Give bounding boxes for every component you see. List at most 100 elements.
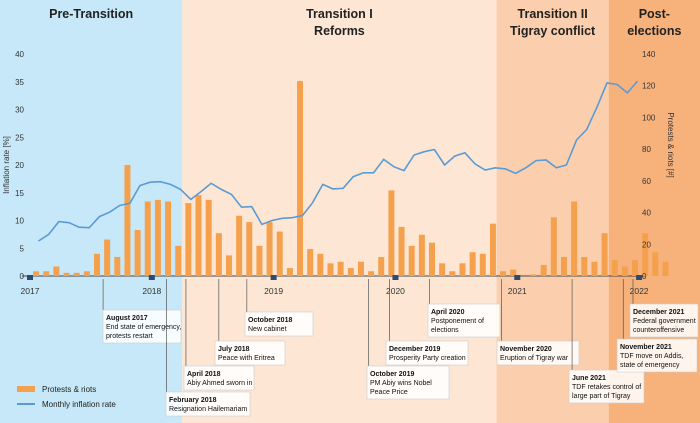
- event-text: Postponement of: [431, 318, 484, 325]
- phase-title: Tigray conflict: [510, 24, 596, 38]
- left-tick-label: 15: [15, 189, 24, 198]
- protest-bar: [388, 190, 395, 276]
- event-text: Peace Price: [370, 389, 408, 396]
- event-text: February 2018: [169, 397, 217, 404]
- event-text: large part of Tigray: [572, 393, 631, 400]
- protest-bar: [225, 255, 232, 276]
- protest-bar: [297, 80, 304, 276]
- protest-bar: [114, 256, 121, 276]
- event-box: [568, 369, 645, 404]
- x-tick-marker: [148, 275, 155, 280]
- protest-bar: [418, 234, 425, 276]
- left-tick-label: 0: [20, 272, 25, 281]
- protest-bar: [652, 252, 659, 276]
- protest-bar: [286, 268, 293, 276]
- x-tick-label: 2022: [630, 286, 649, 296]
- right-tick-label: 40: [642, 209, 651, 218]
- event-text: October 2019: [370, 371, 414, 378]
- event-box: [165, 391, 251, 417]
- event-text: state of emergency: [620, 362, 680, 369]
- x-tick-label: 2017: [21, 286, 40, 296]
- x-tick-marker: [514, 275, 521, 280]
- protest-bar: [632, 260, 639, 276]
- protest-bar: [175, 245, 182, 276]
- protest-bar: [124, 165, 131, 276]
- axes: 0 5 10 15 20 25 30 35 40 0 20 40 60 80 100 120 140 Inflat…: [2, 50, 675, 296]
- x-tick-label: 2021: [508, 286, 527, 296]
- protest-bar: [73, 272, 80, 276]
- event-text: November 2021: [620, 344, 672, 351]
- phase-title: elections: [627, 24, 681, 38]
- event-text: TDF retakes control of: [572, 384, 641, 391]
- protest-bar: [398, 226, 405, 276]
- protest-bar: [205, 199, 212, 276]
- right-tick-label: 120: [642, 82, 656, 91]
- protest-bar: [104, 239, 111, 276]
- protest-bar: [33, 271, 40, 276]
- right-tick-label: 100: [642, 113, 656, 122]
- protest-bar: [195, 195, 202, 276]
- phase-title: Reforms: [314, 24, 365, 38]
- x-tick-marker: [636, 275, 643, 280]
- event-text: August 2017: [106, 315, 148, 322]
- phase-title: Transition I: [306, 7, 373, 21]
- event-text: TDF move on Addis,: [620, 353, 683, 360]
- protest-bar: [63, 272, 70, 276]
- event-text: Eruption of Tigray war: [500, 355, 569, 362]
- protest-bar: [611, 260, 618, 276]
- protest-bar: [144, 201, 151, 276]
- protest-bar: [327, 263, 334, 276]
- event-text: April 2020: [431, 309, 465, 316]
- protest-bar: [581, 256, 588, 276]
- legend-label: Protests & riots: [42, 385, 96, 394]
- protest-bar: [540, 264, 547, 276]
- left-tick-label: 25: [15, 133, 24, 142]
- right-tick-label: 140: [642, 50, 656, 59]
- protest-bar: [337, 261, 344, 276]
- event-text: protests restart: [106, 333, 153, 340]
- event-box: [244, 311, 314, 337]
- protest-bar: [591, 261, 598, 276]
- protest-bar: [357, 261, 364, 276]
- right-tick-label: 60: [642, 177, 651, 186]
- inflation-line: [38, 80, 639, 242]
- right-axis-label: Protests & riots [#]: [666, 112, 675, 177]
- right-tick-label: 80: [642, 145, 651, 154]
- event-text: PM Abiy wins Nobel: [370, 380, 432, 387]
- protest-bar: [185, 203, 192, 276]
- event-box: [427, 303, 501, 338]
- protest-bar: [550, 217, 557, 276]
- event-box: [496, 340, 580, 366]
- protest-bar: [621, 266, 628, 276]
- protest-bar: [317, 253, 324, 276]
- event-text: October 2018: [248, 317, 292, 324]
- x-tick-label: 2020: [386, 286, 405, 296]
- phase-title: Transition II: [518, 7, 588, 21]
- legend-swatch-bar: [17, 386, 35, 392]
- protest-bars: [33, 80, 669, 276]
- left-tick-label: 10: [15, 217, 24, 226]
- event-box: [214, 340, 286, 366]
- protest-bar: [429, 242, 435, 276]
- protest-bar: [439, 263, 446, 276]
- event-box: [102, 309, 182, 344]
- left-axis-label: Inflation rate [%]: [2, 136, 11, 194]
- protest-bar: [215, 233, 222, 276]
- phase-band-0: [0, 0, 183, 423]
- event-text: November 2020: [500, 346, 552, 353]
- protest-bar: [449, 271, 456, 276]
- protest-bar: [266, 222, 273, 276]
- left-tick-label: 30: [15, 106, 24, 115]
- event-box: [629, 303, 699, 338]
- x-tick-marker: [392, 275, 399, 280]
- event-text: elections: [431, 327, 459, 334]
- protest-bar: [662, 261, 669, 276]
- protest-bar: [83, 271, 90, 276]
- event-text: End state of emergency,: [106, 324, 181, 331]
- event-box: [183, 365, 255, 391]
- protest-bar: [378, 256, 385, 276]
- protest-bar: [256, 245, 263, 276]
- event-text: July 2018: [218, 346, 250, 353]
- left-tick-label: 40: [15, 50, 24, 59]
